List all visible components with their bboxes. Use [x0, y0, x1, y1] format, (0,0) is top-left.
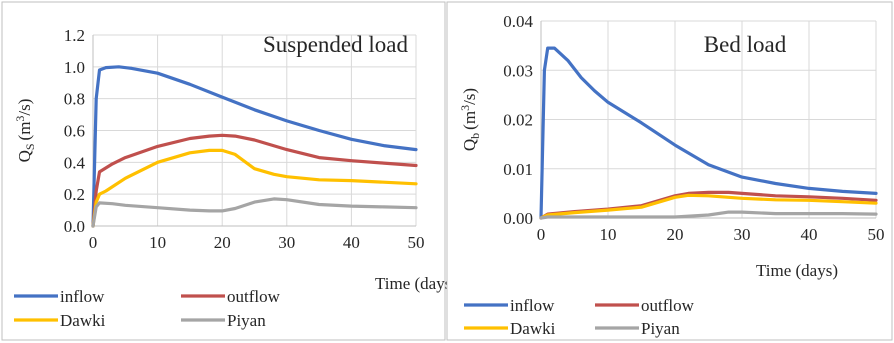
series-line-piyan	[539, 210, 878, 220]
x-tick-label: 50	[868, 225, 885, 244]
x-tick-label: 40	[801, 225, 818, 244]
series-line-dawki	[539, 193, 878, 220]
y-axis-label: QS (m3/s)	[13, 99, 37, 163]
y-tick-label: 0.02	[503, 111, 533, 130]
bed-load-chart: 0.00 0.01 0.02 0.03 0.04 0 10 20 30 40 50 Bed load T…	[446, 1, 893, 341]
y-tick-label: 1.0	[64, 58, 85, 77]
series-line-outflow	[91, 133, 418, 228]
x-tick-label: 20	[667, 225, 684, 244]
x-axis-label: Time (days)	[756, 261, 838, 280]
x-tick-label: 10	[600, 225, 617, 244]
series-line-inflow	[91, 65, 418, 228]
y-axis-label-part: (m	[15, 122, 34, 141]
y-axis-label-part: b	[468, 133, 482, 139]
legend-label-outflow: outflow	[641, 296, 695, 315]
x-tick-label: 30	[278, 233, 295, 252]
x-tick-label: 10	[149, 233, 166, 252]
y-tick-label: 0.03	[503, 61, 533, 80]
legend-label-inflow: inflow	[60, 287, 105, 306]
y-tick-label: 1.2	[64, 26, 85, 45]
legend-label-piyan: Piyan	[641, 319, 680, 338]
y-axis-label-part: Q	[460, 139, 479, 151]
y-axis-label-part: 3	[458, 105, 472, 111]
legend-label-dawki: Dawki	[510, 319, 556, 338]
legend-label-inflow: inflow	[510, 296, 555, 315]
chart-border	[446, 1, 893, 341]
legend-label-piyan: Piyan	[227, 311, 266, 330]
chart-title: Bed load	[704, 32, 787, 57]
y-axis-label-part: S	[23, 143, 37, 150]
y-tick-label: 0.01	[503, 160, 533, 179]
y-axis-label: Qb (m3/s)	[458, 88, 482, 151]
suspended-load-chart: 0.0 0.2 0.4 0.6 0.8 1.0 1.2 0 10 20 30 40 50 Suspende…	[1, 1, 457, 341]
y-tick-label: 0.4	[64, 153, 86, 172]
y-tick-label: 0.6	[64, 122, 85, 141]
series-line-dawki	[91, 148, 418, 228]
x-tick-label: 50	[408, 233, 425, 252]
y-tick-label: 0.8	[64, 90, 85, 109]
y-axis-label-part: Q	[15, 150, 34, 162]
x-tick-label: 30	[734, 225, 751, 244]
x-axis-label: Time (days)	[375, 274, 457, 293]
x-tick-label: 0	[89, 233, 98, 252]
y-tick-label: 0.04	[503, 12, 533, 31]
series-line-piyan	[91, 197, 418, 228]
y-tick-label: 0.00	[503, 209, 533, 228]
y-axis-label-part: 3	[13, 116, 27, 122]
y-axis-label-part: /s)	[460, 88, 479, 105]
legend-label-outflow: outflow	[227, 287, 281, 306]
x-tick-label: 40	[343, 233, 360, 252]
y-axis-label-part: /s)	[15, 99, 34, 116]
series-line-inflow	[539, 46, 878, 220]
chart-title: Suspended load	[263, 32, 409, 57]
chart-border	[1, 1, 446, 341]
y-tick-label: 0.0	[64, 217, 85, 236]
y-axis-label-part: (m	[460, 111, 479, 130]
x-tick-label: 0	[537, 225, 546, 244]
y-tick-label: 0.2	[64, 185, 85, 204]
legend-label-dawki: Dawki	[60, 311, 106, 330]
x-tick-label: 20	[214, 233, 231, 252]
